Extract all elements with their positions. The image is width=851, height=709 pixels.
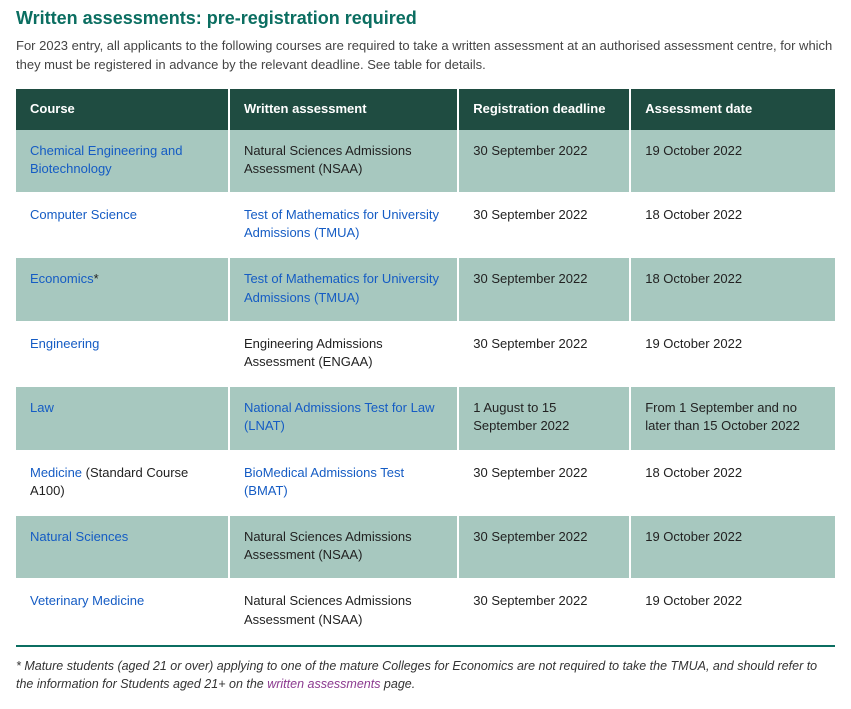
intro-text: For 2023 entry, all applicants to the fo… — [16, 37, 835, 75]
cell-assessment: National Admissions Test for Law (LNAT) — [229, 386, 458, 450]
table-row: Medicine (Standard Course A100) BioMedica… — [16, 451, 835, 515]
footnote: * Mature students (aged 21 or over) appl… — [16, 657, 835, 693]
table-row: Chemical Engineering and Biotechnology Na… — [16, 130, 835, 193]
col-assessment: Written assessment — [229, 89, 458, 130]
assessment-link[interactable]: Test of Mathematics for University Admis… — [244, 271, 439, 304]
table-row: Computer Science Test of Mathematics for … — [16, 193, 835, 257]
cell-date: 19 October 2022 — [630, 322, 835, 386]
written-assessments-link[interactable]: written assessments — [267, 677, 380, 691]
cell-date: 18 October 2022 — [630, 451, 835, 515]
cell-assessment: BioMedical Admissions Test (BMAT) — [229, 451, 458, 515]
table-row: Engineering Engineering Admissions Assess… — [16, 322, 835, 386]
cell-course: Computer Science — [16, 193, 229, 257]
course-link[interactable]: Computer Science — [30, 207, 137, 222]
assessment-text: Natural Sciences Admissions Assessment (… — [244, 529, 412, 562]
cell-assessment: Engineering Admissions Assessment (ENGAA… — [229, 322, 458, 386]
assessment-link[interactable]: Test of Mathematics for University Admis… — [244, 207, 439, 240]
table-header: Course Written assessment Registration d… — [16, 89, 835, 130]
course-link[interactable]: Chemical Engineering and Biotechnology — [30, 143, 182, 176]
page-container: Written assessments: pre-registration re… — [0, 0, 851, 709]
cell-deadline: 30 September 2022 — [458, 257, 630, 321]
cell-date: 18 October 2022 — [630, 193, 835, 257]
cell-date: 18 October 2022 — [630, 257, 835, 321]
cell-deadline: 30 September 2022 — [458, 579, 630, 643]
course-link[interactable]: Natural Sciences — [30, 529, 128, 544]
table-row: Law National Admissions Test for Law (LNA… — [16, 386, 835, 450]
cell-assessment: Natural Sciences Admissions Assessment (… — [229, 130, 458, 193]
cell-course: Law — [16, 386, 229, 450]
assessment-text: Engineering Admissions Assessment (ENGAA… — [244, 336, 383, 369]
cell-deadline: 30 September 2022 — [458, 322, 630, 386]
table-row: Natural Sciences Natural Sciences Admissi… — [16, 515, 835, 579]
course-suffix: * — [94, 271, 99, 286]
cell-course: Economics* — [16, 257, 229, 321]
col-deadline: Registration deadline — [458, 89, 630, 130]
cell-course: Chemical Engineering and Biotechnology — [16, 130, 229, 193]
course-link[interactable]: Engineering — [30, 336, 99, 351]
cell-date: From 1 September and no later than 15 Oc… — [630, 386, 835, 450]
assessment-text: Natural Sciences Admissions Assessment (… — [244, 593, 412, 626]
col-date: Assessment date — [630, 89, 835, 130]
cell-deadline: 30 September 2022 — [458, 515, 630, 579]
cell-course: Medicine (Standard Course A100) — [16, 451, 229, 515]
assessment-link[interactable]: BioMedical Admissions Test (BMAT) — [244, 465, 404, 498]
cell-assessment: Test of Mathematics for University Admis… — [229, 257, 458, 321]
table-body: Chemical Engineering and Biotechnology Na… — [16, 130, 835, 644]
cell-deadline: 30 September 2022 — [458, 193, 630, 257]
col-course: Course — [16, 89, 229, 130]
assessments-table: Course Written assessment Registration d… — [16, 89, 835, 645]
cell-course: Engineering — [16, 322, 229, 386]
cell-assessment: Natural Sciences Admissions Assessment (… — [229, 515, 458, 579]
table-row: Economics* Test of Mathematics for Univer… — [16, 257, 835, 321]
cell-deadline: 30 September 2022 — [458, 130, 630, 193]
cell-date: 19 October 2022 — [630, 579, 835, 643]
course-link[interactable]: Economics — [30, 271, 94, 286]
cell-assessment: Test of Mathematics for University Admis… — [229, 193, 458, 257]
course-link[interactable]: Medicine — [30, 465, 82, 480]
table-row: Veterinary Medicine Natural Sciences Admi… — [16, 579, 835, 643]
cell-deadline: 1 August to 15 September 2022 — [458, 386, 630, 450]
cell-date: 19 October 2022 — [630, 515, 835, 579]
assessment-text: Natural Sciences Admissions Assessment (… — [244, 143, 412, 176]
table-bottom-rule — [16, 645, 835, 647]
cell-date: 19 October 2022 — [630, 130, 835, 193]
cell-assessment: Natural Sciences Admissions Assessment (… — [229, 579, 458, 643]
course-link[interactable]: Veterinary Medicine — [30, 593, 144, 608]
course-link[interactable]: Law — [30, 400, 54, 415]
footnote-suffix: page. — [380, 677, 415, 691]
cell-deadline: 30 September 2022 — [458, 451, 630, 515]
page-title: Written assessments: pre-registration re… — [16, 8, 835, 29]
footnote-prefix: * Mature students (aged 21 or over) appl… — [16, 659, 817, 691]
assessment-link[interactable]: National Admissions Test for Law (LNAT) — [244, 400, 435, 433]
cell-course: Veterinary Medicine — [16, 579, 229, 643]
cell-course: Natural Sciences — [16, 515, 229, 579]
